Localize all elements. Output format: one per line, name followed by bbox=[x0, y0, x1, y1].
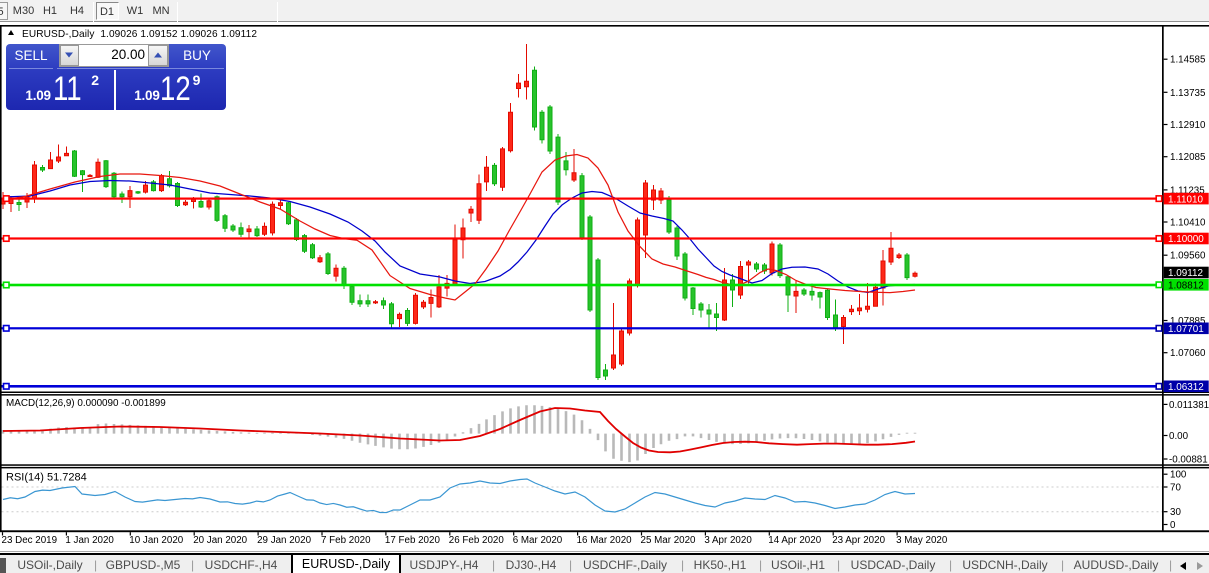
svg-text:17 Feb 2020: 17 Feb 2020 bbox=[385, 535, 441, 546]
svg-text:1.07885: 1.07885 bbox=[1170, 316, 1206, 327]
svg-text:25 Mar 2020: 25 Mar 2020 bbox=[641, 535, 697, 546]
svg-text:7 Feb 2020: 7 Feb 2020 bbox=[321, 535, 371, 546]
svg-text:1.09560: 1.09560 bbox=[1170, 251, 1206, 262]
svg-text:0.011381: 0.011381 bbox=[1169, 400, 1209, 411]
svg-text:30: 30 bbox=[1170, 507, 1181, 518]
svg-text:26 Feb 2020: 26 Feb 2020 bbox=[449, 535, 505, 546]
svg-text:1 Jan 2020: 1 Jan 2020 bbox=[65, 535, 114, 546]
svg-text:1.10000: 1.10000 bbox=[1168, 234, 1204, 245]
svg-text:3 May 2020: 3 May 2020 bbox=[896, 535, 948, 546]
svg-text:29 Jan 2020: 29 Jan 2020 bbox=[257, 535, 311, 546]
svg-text:1.13735: 1.13735 bbox=[1170, 88, 1206, 99]
svg-text:-0.00881: -0.00881 bbox=[1169, 455, 1208, 466]
svg-text:20 Jan 2020: 20 Jan 2020 bbox=[193, 535, 247, 546]
svg-text:100: 100 bbox=[1170, 470, 1187, 481]
svg-text:1.08812: 1.08812 bbox=[1168, 281, 1204, 292]
svg-text:10 Jan 2020: 10 Jan 2020 bbox=[129, 535, 183, 546]
svg-text:23 Apr 2020: 23 Apr 2020 bbox=[832, 535, 885, 546]
svg-text:23 Dec 2019: 23 Dec 2019 bbox=[2, 535, 58, 546]
svg-text:1.09112: 1.09112 bbox=[1168, 268, 1203, 279]
svg-text:1.10410: 1.10410 bbox=[1170, 218, 1206, 229]
svg-text:MACD(12,26,9) 0.000090 -0.0018: MACD(12,26,9) 0.000090 -0.001899 bbox=[6, 398, 166, 409]
svg-text:1.11235: 1.11235 bbox=[1170, 185, 1205, 196]
svg-text:1.07060: 1.07060 bbox=[1170, 348, 1206, 359]
svg-text:1.07701: 1.07701 bbox=[1168, 324, 1204, 335]
svg-text:1.12085: 1.12085 bbox=[1170, 152, 1206, 163]
svg-text:1.06312: 1.06312 bbox=[1168, 382, 1204, 393]
svg-text:3 Apr 2020: 3 Apr 2020 bbox=[704, 535, 752, 546]
svg-text:70: 70 bbox=[1170, 483, 1181, 494]
svg-text:1.14585: 1.14585 bbox=[1170, 55, 1206, 66]
svg-text:0.00: 0.00 bbox=[1169, 431, 1189, 442]
svg-text:14 Apr 2020: 14 Apr 2020 bbox=[768, 535, 821, 546]
svg-text:16 Mar 2020: 16 Mar 2020 bbox=[577, 535, 633, 546]
svg-text:0: 0 bbox=[1170, 520, 1176, 531]
svg-text:1.11010: 1.11010 bbox=[1168, 194, 1203, 205]
svg-text:RSI(14) 51.7284: RSI(14) 51.7284 bbox=[6, 471, 87, 483]
svg-text:6 Mar 2020: 6 Mar 2020 bbox=[513, 535, 563, 546]
svg-text:1.12910: 1.12910 bbox=[1170, 120, 1206, 131]
